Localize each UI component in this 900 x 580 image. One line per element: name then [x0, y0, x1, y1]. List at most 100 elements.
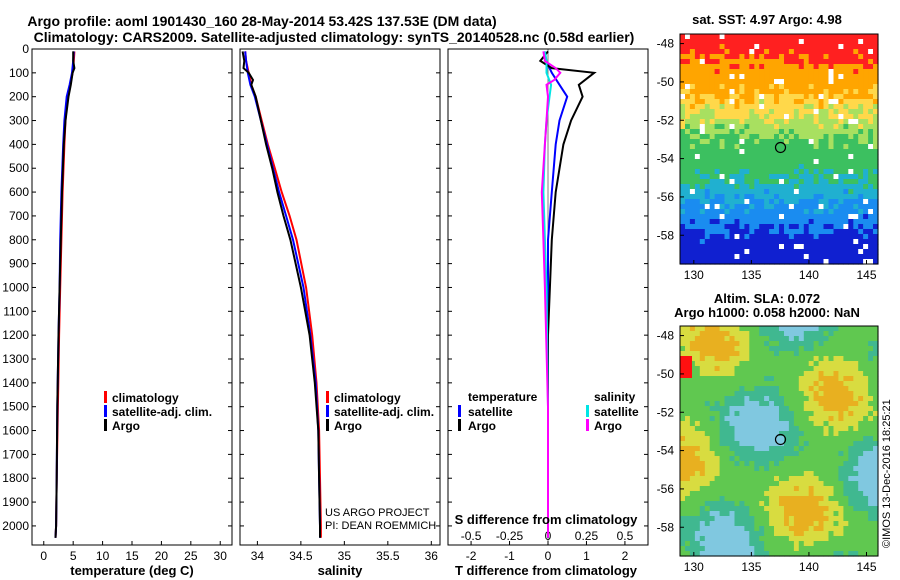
legend-temp-argo: Argo	[468, 419, 496, 433]
difference-legend-temperature: temperature satellite Argo	[458, 390, 538, 433]
x-tick-label: 10	[96, 549, 110, 563]
lat-tick-label: -58	[657, 520, 675, 534]
legend-swatch-climatology	[104, 391, 107, 403]
legend-climatology: climatology	[112, 391, 179, 405]
legend-swatch-temp-satellite	[458, 405, 461, 417]
lon-tick-label: 135	[741, 268, 761, 282]
temperature-legend: climatology satellite-adj. clim. Argo	[104, 391, 212, 433]
depth-tick-label: 200	[9, 90, 29, 104]
sst-map-field	[680, 34, 879, 265]
salinity-legend: climatology satellite-adj. clim. Argo	[326, 391, 434, 433]
x2-tick-label: -0.5	[461, 529, 482, 543]
lon-tick-label: 130	[684, 560, 704, 574]
depth-tick-label: 1400	[2, 376, 29, 390]
legend-temp-satellite: satellite	[468, 405, 513, 419]
legend-swatch-temp-argo	[458, 419, 461, 431]
sla-map: 130 135 140 145 -48 -50 -52 -54 -56 -58	[657, 325, 879, 574]
lat-tick-label: -52	[657, 113, 675, 127]
salinity-xlabel: salinity	[318, 563, 364, 578]
legend-satellite: satellite-adj. clim.	[334, 405, 434, 419]
x-tick-label: 36	[425, 549, 439, 563]
x-tick-label: 0	[545, 549, 552, 563]
temperature-panel: 0 5 10 15 20 25 30	[40, 51, 227, 563]
depth-tick-label: 1000	[2, 280, 29, 294]
x-tick-label: 30	[214, 549, 228, 563]
series-line-satellite-adj-clim-	[244, 51, 321, 538]
legend-swatch-climatology	[326, 391, 329, 403]
lat-tick-label: -56	[657, 190, 675, 204]
depth-tick-label: 1500	[2, 400, 29, 414]
x-tick-label: 35.5	[376, 549, 400, 563]
legend-swatch-argo	[326, 419, 329, 431]
sla-high-patch	[680, 356, 692, 378]
sst-map-title: sat. SST: 4.97 Argo: 4.98	[692, 12, 842, 27]
depth-tick-label: 100	[9, 66, 29, 80]
argo-float-location-marker	[774, 141, 787, 154]
sla-map-frame	[679, 325, 879, 557]
lat-tick-label: -50	[657, 75, 675, 89]
x-tick-label: -1	[504, 549, 515, 563]
argo-float-location-marker	[774, 433, 787, 446]
depth-axis: 0 100 200 300 400 500 600 700 800 900 1000 1100 1200…	[2, 42, 648, 533]
legend-swatch-sal-argo	[586, 419, 589, 431]
depth-tick-label: 1900	[2, 495, 29, 509]
depth-tick-label: 1600	[2, 424, 29, 438]
depth-tick-label: 800	[9, 233, 29, 247]
x-tick-label: 34.5	[289, 549, 313, 563]
series-line-argo	[54, 51, 76, 538]
depth-tick-label: 1300	[2, 352, 29, 366]
lat-tick-label: -48	[657, 329, 675, 343]
depth-tick-label: 1800	[2, 471, 29, 485]
header-line-2: Climatology: CARS2009. Satellite-adjuste…	[34, 29, 635, 45]
legend-swatch-satellite	[326, 405, 329, 417]
sla-map-title: Altim. SLA: 0.072	[714, 291, 820, 306]
depth-tick-label: 600	[9, 185, 29, 199]
lat-tick-label: -54	[657, 444, 675, 458]
sst-map: 130 135 140 145 -48 -50 -52 -54 -56 -58	[657, 33, 879, 282]
difference-panel: -2 -1 0 1 2-0.5 -0.25 0 0.25 0.5	[461, 49, 634, 563]
x-tick-label: 2	[622, 549, 629, 563]
temperature-panel-frame	[31, 48, 233, 546]
x-tick-label: 0	[40, 549, 47, 563]
series-line-argo	[241, 51, 321, 538]
depth-tick-label: 500	[9, 161, 29, 175]
legend-salinity-title: salinity	[594, 390, 636, 404]
legend-climatology: climatology	[334, 391, 401, 405]
series-line-climatology	[244, 51, 322, 538]
lon-tick-label: 140	[799, 268, 819, 282]
sla-map-field	[680, 326, 879, 557]
x-tick-label: 20	[155, 549, 169, 563]
depth-tick-label: 900	[9, 257, 29, 271]
credit-line-1: US ARGO PROJECT	[325, 507, 430, 519]
legend-argo: Argo	[112, 419, 140, 433]
legend-argo: Argo	[334, 419, 362, 433]
depth-tick-label: 1700	[2, 447, 29, 461]
lon-tick-label: 145	[856, 560, 876, 574]
x-tick-label: 34	[251, 549, 265, 563]
series-line-salinity-argo	[540, 51, 562, 538]
lat-tick-label: -52	[657, 405, 675, 419]
legend-swatch-argo	[104, 419, 107, 431]
legend-temperature-title: temperature	[468, 390, 538, 404]
lat-tick-label: -58	[657, 228, 675, 242]
temperature-xlabel: temperature (deg C)	[70, 563, 194, 578]
depth-tick-label: 700	[9, 209, 29, 223]
legend-satellite: satellite-adj. clim.	[112, 405, 212, 419]
depth-tick-label: 2000	[2, 519, 29, 533]
depth-tick-label: 400	[9, 137, 29, 151]
lat-tick-label: -50	[657, 367, 675, 381]
legend-sal-argo: Argo	[594, 419, 622, 433]
lat-tick-label: -56	[657, 482, 675, 496]
salinity-panel: 34 34.5 35 35.5 36	[241, 51, 439, 563]
lon-tick-label: 140	[799, 560, 819, 574]
depth-tick-label: 1100	[3, 304, 29, 318]
lat-tick-label: -48	[657, 37, 675, 51]
difference-x2label: S difference from climatology	[455, 512, 639, 527]
lat-tick-label: -54	[657, 152, 675, 166]
x-tick-label: 15	[125, 549, 139, 563]
x-tick-label: 25	[184, 549, 198, 563]
sst-map-frame	[679, 33, 879, 265]
depth-tick-label: 300	[9, 114, 29, 128]
legend-sal-satellite: satellite	[594, 405, 639, 419]
